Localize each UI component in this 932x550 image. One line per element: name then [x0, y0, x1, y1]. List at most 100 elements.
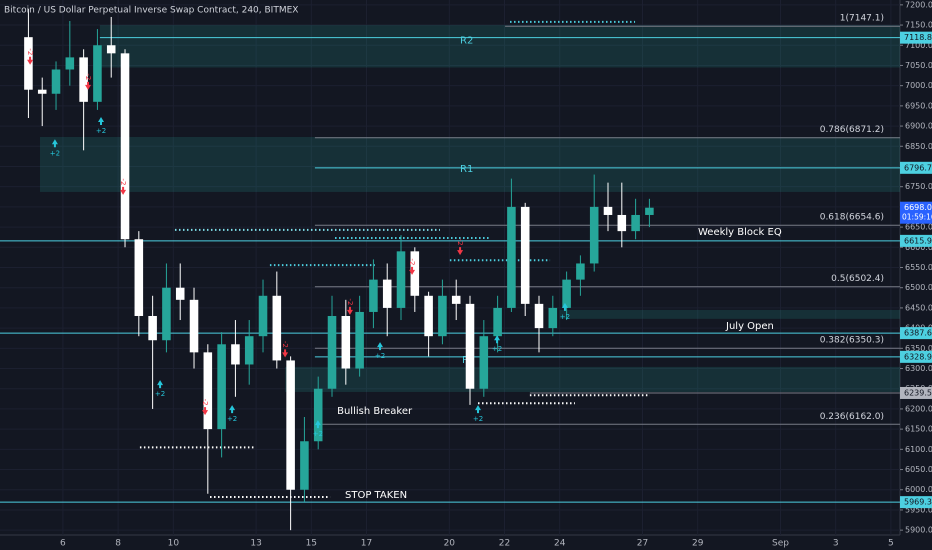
zone — [559, 309, 900, 319]
y-tick-label: 6050.0 — [905, 465, 932, 474]
y-tick-label: 6750.0 — [905, 182, 932, 191]
level-text: STOP TAKEN — [345, 490, 407, 501]
signal-arrow — [51, 139, 58, 148]
y-tick-label: 7200.0 — [905, 0, 932, 9]
signal-label: -2 — [84, 73, 92, 80]
candle-body — [548, 307, 558, 329]
y-tick-label: 5900.0 — [905, 526, 932, 535]
y-tick-label: 6550.0 — [905, 263, 932, 272]
x-tick-label: 3 — [833, 539, 839, 549]
candle-body — [589, 206, 599, 264]
signal-label: -2 — [26, 48, 34, 55]
x-tick-label: 20 — [444, 539, 456, 549]
price-tag — [900, 386, 932, 399]
y-tick-label: 6600.0 — [905, 243, 932, 252]
candle-body — [189, 299, 199, 353]
candle-body — [148, 315, 157, 341]
signal-arrow — [409, 266, 416, 275]
y-tick-label: 6500.0 — [905, 283, 932, 292]
x-tick-label: 27 — [637, 539, 648, 549]
price-tag — [900, 201, 932, 224]
x-tick-label: 24 — [554, 539, 566, 549]
candle-body — [396, 251, 406, 308]
candle-body — [93, 45, 102, 102]
candle-body — [65, 57, 75, 70]
candle-body — [258, 295, 268, 337]
x-tick-label: Sep — [772, 539, 789, 549]
candle-body — [369, 279, 378, 312]
candle-body — [479, 336, 489, 389]
x-tick-label: 5 — [888, 539, 894, 549]
x-tick-label: 10 — [168, 539, 180, 549]
candle-body — [341, 315, 351, 369]
candle-body — [51, 69, 61, 94]
level-text: P — [462, 355, 468, 366]
price-tag — [900, 234, 932, 247]
x-tick-label: 22 — [499, 539, 510, 549]
candle-body — [534, 303, 544, 329]
price-tag-label: 6796.7 — [904, 163, 932, 172]
level-text: July Open — [725, 321, 774, 332]
y-tick-label: 6200.0 — [905, 404, 932, 413]
signal-label: +2 — [155, 390, 165, 398]
signal-label: +2 — [375, 352, 385, 360]
signal-label: +2 — [492, 345, 502, 353]
signal-label: +2 — [313, 430, 323, 438]
candle-body — [175, 287, 185, 300]
signal-label: +2 — [96, 127, 106, 135]
candle-body — [520, 206, 530, 304]
price-tag — [900, 327, 932, 340]
level-text: 0.5(6502.4) — [831, 274, 884, 284]
y-tick-label: 6450.0 — [905, 303, 932, 312]
signal-label: -2 — [346, 298, 354, 305]
price-tag-label: 5969.3 — [904, 498, 932, 507]
candle-body — [231, 344, 240, 365]
y-tick-label: 6950.0 — [905, 101, 932, 110]
candle-body — [603, 206, 613, 215]
x-tick-label: 15 — [306, 539, 317, 549]
signal-arrow — [457, 247, 464, 256]
level-text: 1(7147.1) — [840, 14, 884, 24]
level-text: 0.236(6162.0) — [820, 412, 884, 422]
candle-body — [617, 214, 627, 232]
signal-arrow — [494, 335, 501, 344]
signal-label: +2 — [473, 415, 483, 423]
y-tick-label: 6300.0 — [905, 364, 932, 373]
candle-body — [106, 45, 116, 54]
price-tag — [900, 496, 932, 509]
candle-body — [507, 206, 516, 308]
candle-body — [286, 360, 295, 490]
y-tick-label: 6900.0 — [905, 122, 932, 131]
price-tag — [900, 161, 932, 174]
candle-body — [244, 336, 254, 365]
candle-body — [37, 89, 47, 94]
candle-body — [79, 57, 88, 102]
signal-label: -2 — [456, 239, 464, 246]
level-text: R2 — [460, 36, 473, 47]
chart-title: Bitcoin / US Dollar Perpetual Inverse Sw… — [4, 6, 298, 16]
signal-arrow — [85, 81, 92, 90]
signal-arrow — [561, 302, 568, 311]
price-tag-label: 7118.8 — [904, 33, 932, 42]
y-tick-label: 6150.0 — [905, 425, 932, 434]
x-tick-label: 29 — [692, 539, 704, 549]
candle-body — [272, 295, 282, 361]
level-text: 0.618(6654.6) — [820, 213, 884, 223]
x-tick-label: 8 — [115, 539, 121, 549]
signal-arrow — [377, 342, 384, 351]
price-tag — [900, 31, 932, 44]
price-tag — [900, 350, 932, 363]
candle-body — [424, 295, 433, 337]
y-tick-label: 7150.0 — [905, 21, 932, 30]
zone — [40, 136, 901, 192]
price-tag-label: 6328.9 — [904, 352, 932, 361]
signal-arrow — [346, 306, 353, 315]
candle-body — [355, 311, 364, 369]
candle-body — [645, 207, 654, 215]
candle-body — [410, 251, 420, 296]
candle-body — [217, 344, 226, 430]
candle-body — [562, 279, 571, 308]
candle-body — [327, 315, 337, 389]
